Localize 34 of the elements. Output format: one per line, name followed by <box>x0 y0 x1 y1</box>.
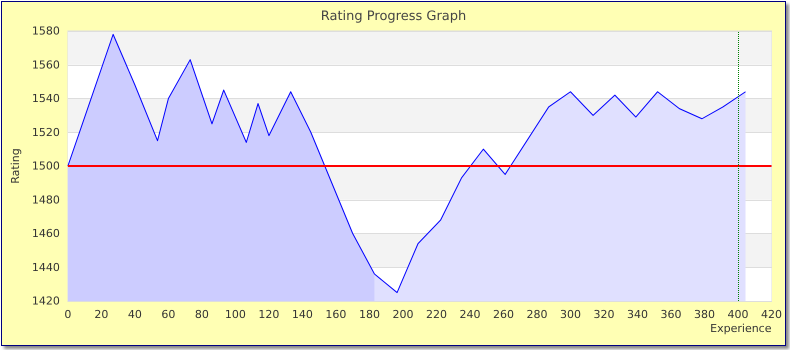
x-tick-label: 240 <box>459 308 480 321</box>
x-tick-label: 400 <box>727 308 748 321</box>
x-tick-label: 20 <box>94 308 108 321</box>
y-tick-label: 1460 <box>32 227 60 240</box>
x-tick-label: 200 <box>392 308 414 321</box>
x-tick-label: 100 <box>224 308 246 321</box>
x-tick-label: 300 <box>560 308 581 321</box>
x-tick-label: 120 <box>258 308 280 321</box>
x-tick-label: 280 <box>526 308 548 321</box>
y-tick-label: 1500 <box>32 160 60 172</box>
y-tick-label: 1520 <box>32 126 60 139</box>
x-tick-label: 160 <box>325 308 346 321</box>
x-tick-label: 140 <box>292 308 313 321</box>
x-tick-label: 180 <box>358 308 380 321</box>
x-axis-title: Experience <box>710 322 772 335</box>
x-tick-label: 220 <box>426 308 447 321</box>
y-tick-label: 1480 <box>32 193 60 206</box>
x-tick-label: 340 <box>626 308 648 321</box>
x-tick-label: 80 <box>194 308 209 321</box>
y-tick-label: 1420 <box>32 294 60 308</box>
x-tick-label: 320 <box>593 308 614 321</box>
chart-title: Rating Progress Graph <box>320 9 466 24</box>
y-tick-label: 1540 <box>32 92 60 105</box>
x-tick-label: 260 <box>492 308 514 321</box>
y-tick-label: 1580 <box>32 24 60 38</box>
x-tick-label: 420 <box>761 308 782 321</box>
x-tick-label: 60 <box>161 308 176 321</box>
x-tick-label: 360 <box>660 308 682 321</box>
y-tick-label: 1560 <box>32 58 60 72</box>
x-tick-label: 380 <box>694 308 715 321</box>
x-tick-label: 0 <box>64 308 72 321</box>
y-axis-title: Rating <box>9 148 22 184</box>
y-tick-label: 1440 <box>32 260 60 274</box>
x-tick-label: 40 <box>128 308 142 321</box>
